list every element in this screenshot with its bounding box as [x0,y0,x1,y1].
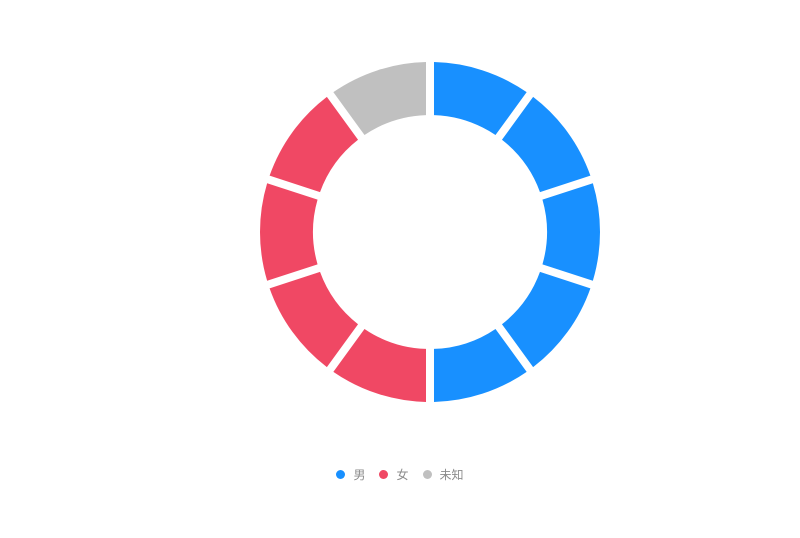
donut-slice-4[interactable] [501,271,591,368]
legend-dot-unknown [422,469,432,479]
donut-slice-3[interactable] [542,183,600,281]
donut-slice-5[interactable] [433,328,527,402]
donut-slices [260,62,600,402]
legend-item-unknown[interactable]: 未知 [422,466,464,483]
legend-dot-female [379,469,389,479]
donut-slice-2[interactable] [501,96,591,193]
chart-legend: 男 女 未知 [0,464,800,484]
legend-label-male: 男 [353,467,366,482]
legend-label-female: 女 [396,467,409,482]
legend-label-unknown: 未知 [439,467,464,482]
donut-slice-6[interactable] [333,328,427,402]
legend-item-female[interactable]: 女 [379,466,409,483]
donut-slice-8[interactable] [260,183,318,281]
donut-slice-7[interactable] [269,271,359,368]
donut-slice-9[interactable] [269,96,359,193]
legend-item-male[interactable]: 男 [336,466,365,483]
legend-dot-male [336,469,346,479]
donut-slice-10[interactable] [333,62,427,136]
donut-slice-1[interactable] [433,62,527,136]
